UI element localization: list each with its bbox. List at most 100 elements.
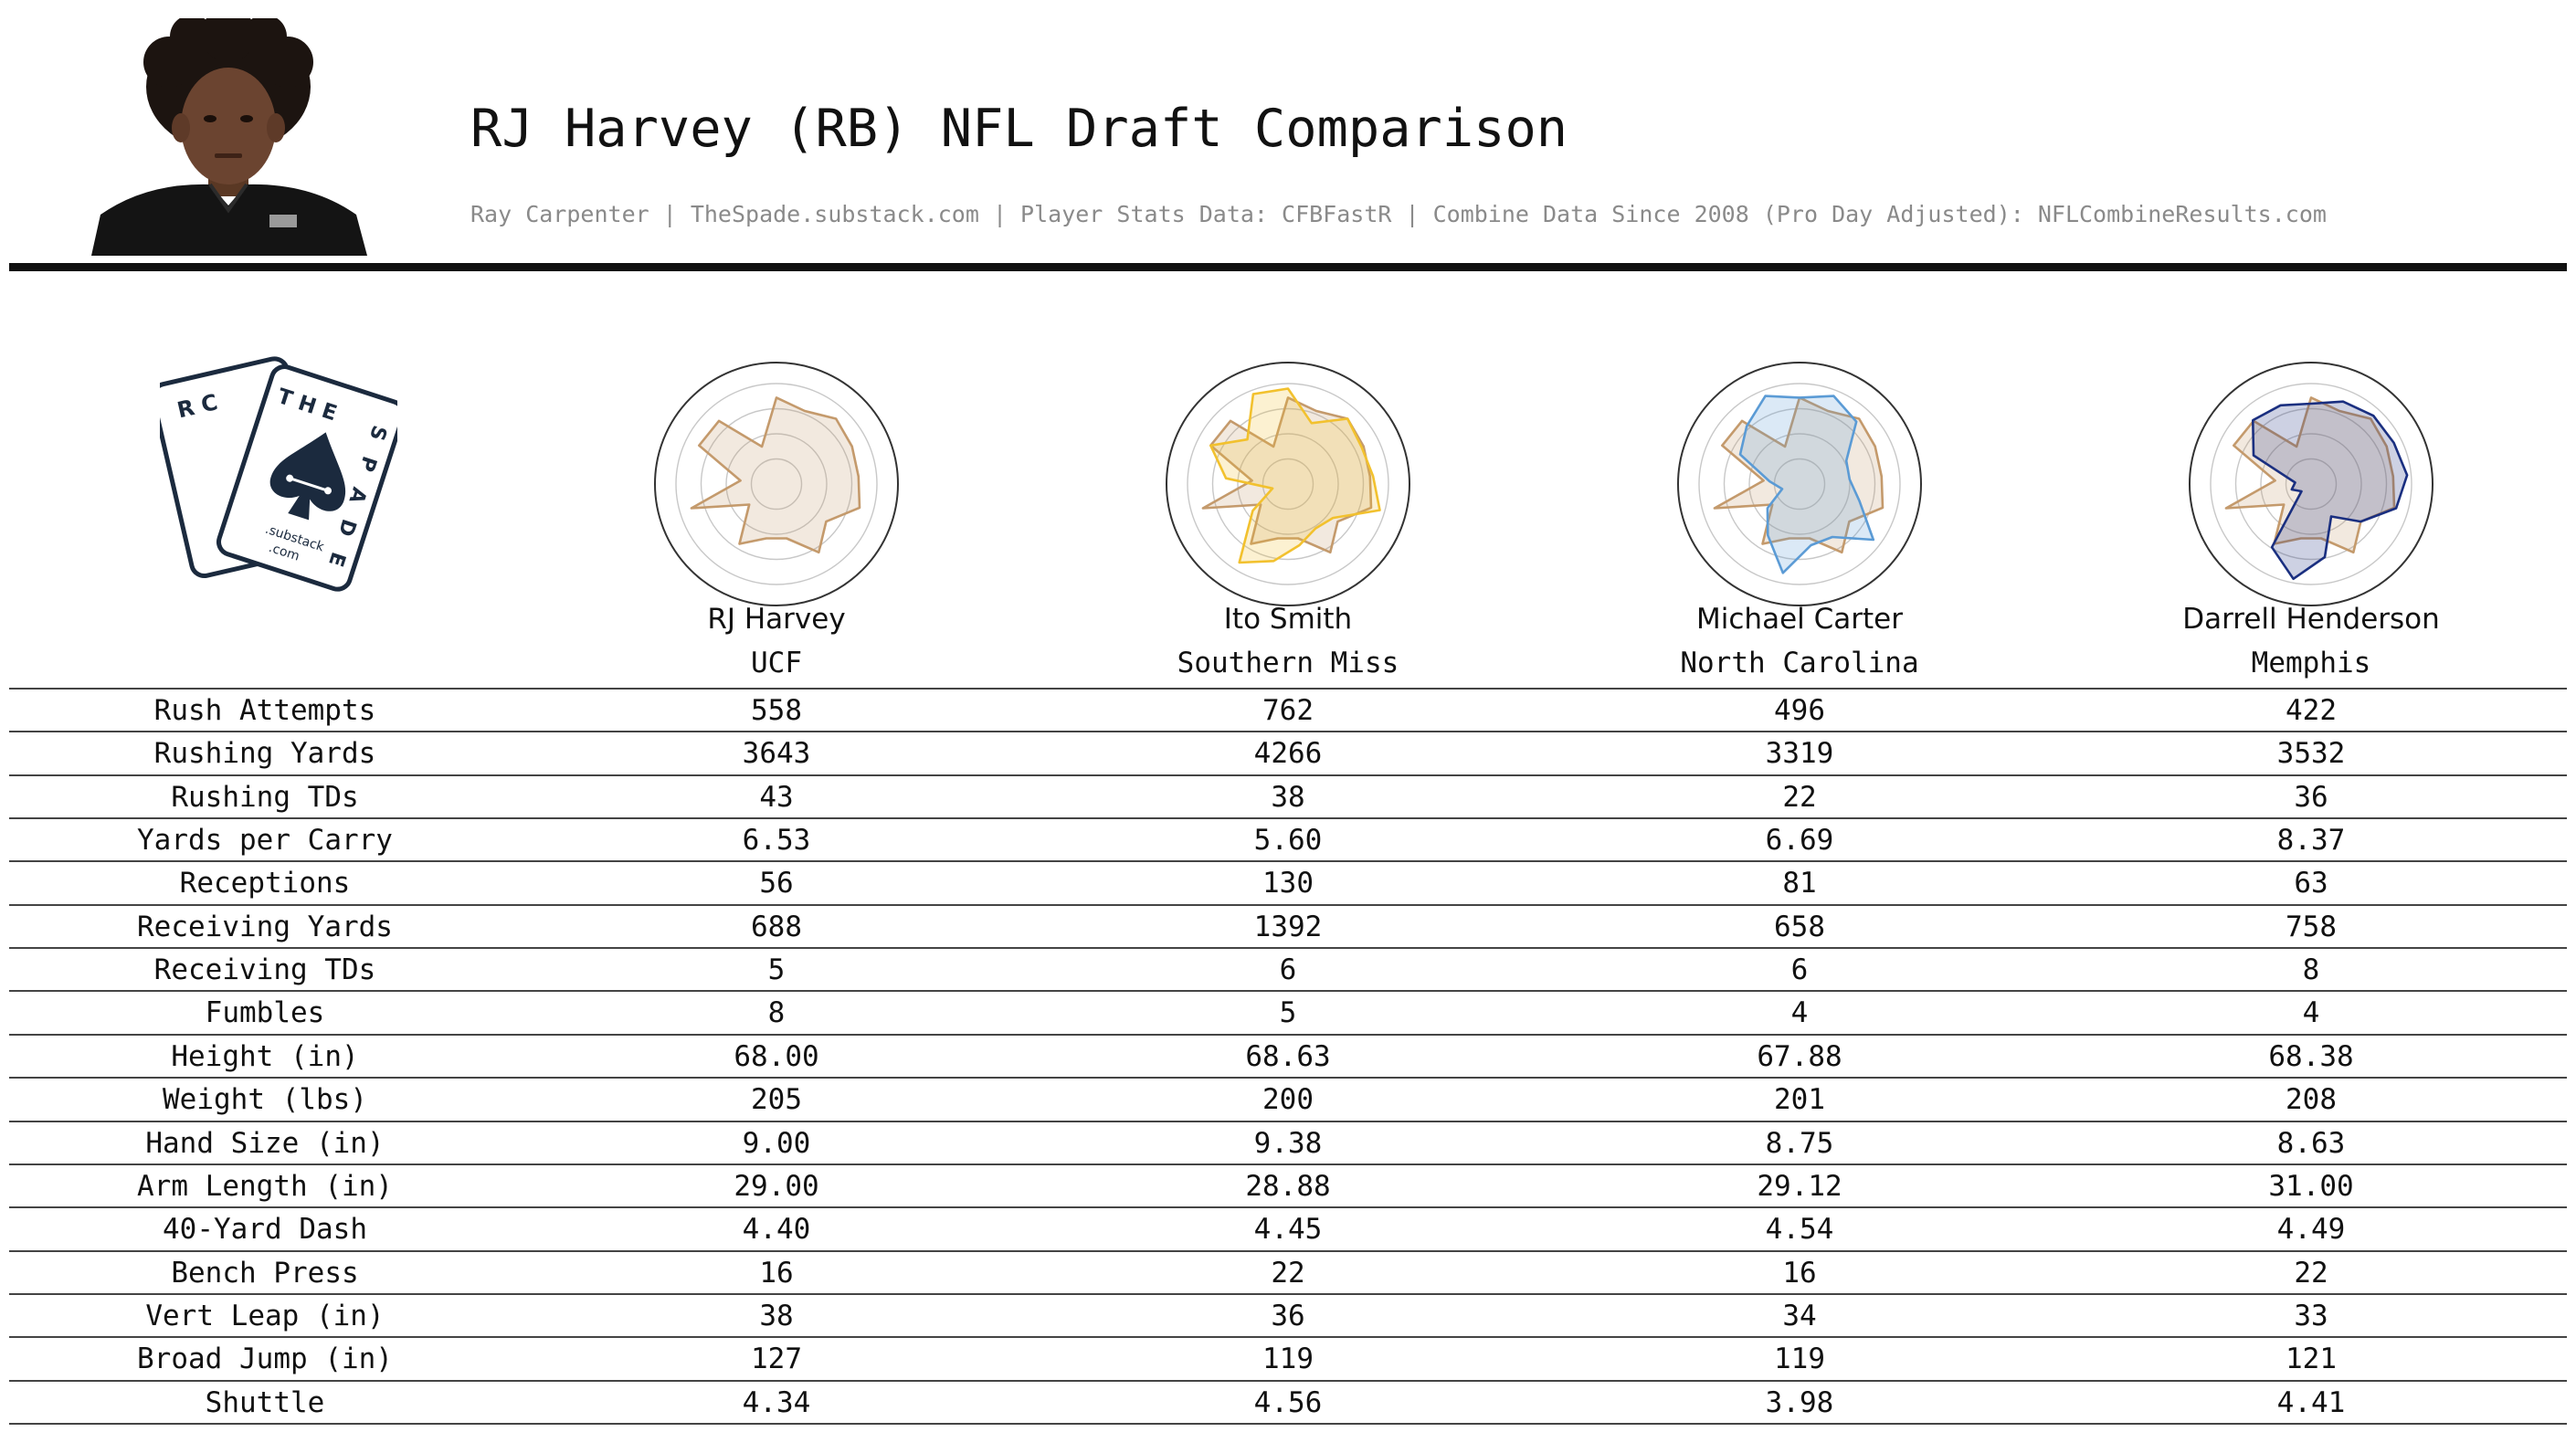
table-cell: 36 — [1271, 1299, 1305, 1332]
row-label: Broad Jump (in) — [137, 1342, 393, 1376]
table-cell: 4.45 — [1253, 1213, 1323, 1247]
table-cell: 68.00 — [734, 1039, 819, 1073]
row-label: Arm Length (in) — [137, 1169, 393, 1203]
table-cell: 200 — [1262, 1083, 1314, 1117]
table-cell: 34 — [1782, 1299, 1817, 1332]
table-row: Arm Length (in) 29.00 28.88 29.12 31.00 — [9, 1165, 2567, 1208]
player-school-ito-smith: Southern Miss — [1177, 647, 1399, 679]
header-divider — [9, 263, 2567, 271]
table-cell: 29.00 — [734, 1169, 819, 1203]
table-cell: 8.75 — [1765, 1126, 1834, 1160]
table-cell: 67.88 — [1757, 1039, 1842, 1073]
table-row: Shuttle 4.34 4.56 3.98 4.41 — [9, 1382, 2567, 1425]
radar-series-rj-harvey — [1201, 396, 1373, 554]
player-name-darrell-henderson: Darrell Henderson — [2182, 603, 2440, 636]
table-row: Fumbles 8 5 4 4 — [9, 992, 2567, 1035]
table-cell: 5 — [1279, 996, 1297, 1030]
radar-grid-ring — [1698, 383, 1901, 585]
table-cell: 119 — [1774, 1342, 1825, 1376]
table-rule — [9, 1206, 2567, 1209]
radar-series-michael-carter — [1738, 395, 1875, 574]
row-label: Yards per Carry — [137, 824, 393, 858]
table-cell: 16 — [759, 1256, 794, 1290]
player-school-darrell-henderson: Memphis — [2251, 647, 2371, 679]
table-rule — [9, 947, 2567, 950]
table-cell: 22 — [2294, 1256, 2328, 1290]
table-cell: 3643 — [742, 737, 811, 771]
table-cell: 4.40 — [742, 1213, 811, 1247]
table-cell: 758 — [2286, 910, 2337, 943]
table-cell: 4.54 — [1765, 1213, 1834, 1247]
table-cell: 8.37 — [2276, 824, 2346, 858]
table-cell: 4.49 — [2276, 1213, 2346, 1247]
table-cell: 63 — [2294, 867, 2328, 900]
table-cell: 3532 — [2276, 737, 2346, 771]
table-cell: 8 — [767, 996, 786, 1030]
table-cell: 3319 — [1765, 737, 1834, 771]
table-row: Rushing TDs 43 38 22 36 — [9, 776, 2567, 819]
table-rule — [9, 817, 2567, 820]
table-cell: 16 — [1782, 1256, 1817, 1290]
radar-grid-ring — [1187, 383, 1389, 585]
table-row: Receiving Yards 688 1392 658 758 — [9, 906, 2567, 949]
radar-grid-ring — [1748, 433, 1851, 535]
table-row: 40-Yard Dash 4.40 4.45 4.54 4.49 — [9, 1208, 2567, 1251]
table-cell: 6 — [1279, 953, 1297, 987]
row-label: Rush Attempts — [153, 694, 376, 727]
row-label: Height (in) — [171, 1039, 359, 1073]
table-cell: 9.38 — [1253, 1126, 1323, 1160]
table-cell: 6.69 — [1765, 824, 1834, 858]
radar-grid-ring — [675, 383, 878, 585]
table-rule — [9, 1422, 2567, 1425]
radar-series-ito-smith — [1209, 387, 1381, 564]
player-name-ito-smith: Ito Smith — [1223, 603, 1353, 636]
table-rule — [9, 860, 2567, 863]
table-cell: 36 — [2294, 780, 2328, 814]
row-label: Weight (lbs) — [163, 1083, 367, 1117]
radar-series-rj-harvey — [1713, 396, 1884, 554]
radar-grid-ring — [2210, 383, 2412, 585]
table-row: Vert Leap (in) 38 36 34 33 — [9, 1295, 2567, 1338]
table-cell: 121 — [2286, 1342, 2337, 1376]
table-rule — [9, 903, 2567, 906]
row-label: Rushing Yards — [153, 737, 376, 771]
table-rule — [9, 1163, 2567, 1165]
radar-chart-rj-harvey — [654, 362, 899, 606]
table-cell: 43 — [759, 780, 794, 814]
row-label: Receiving TDs — [153, 953, 376, 987]
row-label: Fumbles — [205, 996, 325, 1030]
table-row: Receptions 56 130 81 63 — [9, 862, 2567, 905]
spade-icon — [269, 432, 346, 521]
table-cell: 4.56 — [1253, 1385, 1323, 1419]
table-rule — [9, 688, 2567, 690]
table-cell: 208 — [2286, 1083, 2337, 1117]
header: RJ Harvey (RB) NFL Draft Comparison Ray … — [0, 0, 2576, 274]
table-cell: 81 — [1782, 867, 1817, 900]
table-cell: 5.60 — [1253, 824, 1323, 858]
table-rule — [9, 1292, 2567, 1295]
table-cell: 68.63 — [1245, 1039, 1331, 1073]
row-label: Vert Leap (in) — [145, 1299, 385, 1332]
table-cell: 9.00 — [742, 1126, 811, 1160]
table-row: Yards per Carry 6.53 5.60 6.69 8.37 — [9, 819, 2567, 862]
table-cell: 688 — [751, 910, 802, 943]
table-cell: 31.00 — [2268, 1169, 2354, 1203]
radar-grid-ring — [2285, 458, 2338, 511]
table-cell: 658 — [1774, 910, 1825, 943]
table-cell: 4 — [2302, 996, 2320, 1030]
table-row: Broad Jump (in) 127 119 119 121 — [9, 1338, 2567, 1381]
table-cell: 4 — [1790, 996, 1809, 1030]
table-cell: 56 — [759, 867, 794, 900]
player-photo — [91, 18, 367, 256]
table-cell: 33 — [2294, 1299, 2328, 1332]
row-label: Receptions — [179, 867, 351, 900]
radar-grid-ring — [1723, 407, 1876, 561]
table-cell: 558 — [751, 694, 802, 727]
page-subtitle: Ray Carpenter | TheSpade.substack.com | … — [470, 201, 2327, 227]
table-cell: 201 — [1774, 1083, 1825, 1117]
table-cell: 4266 — [1253, 737, 1323, 771]
radar-grid-ring — [1211, 407, 1365, 561]
table-rule — [9, 1120, 2567, 1122]
radar-series-rj-harvey — [2224, 396, 2396, 554]
table-cell: 22 — [1782, 780, 1817, 814]
